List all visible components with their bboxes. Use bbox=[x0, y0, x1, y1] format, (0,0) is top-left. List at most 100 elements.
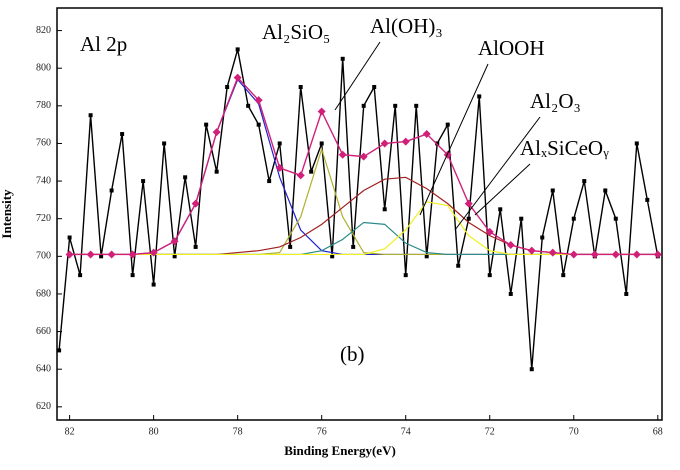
data-point bbox=[130, 273, 135, 278]
data-point bbox=[550, 188, 555, 193]
annotation: (b) bbox=[340, 342, 365, 366]
data-point bbox=[571, 216, 576, 221]
data-point bbox=[67, 235, 72, 240]
data-point bbox=[330, 254, 335, 259]
data-point bbox=[393, 103, 398, 108]
data-point bbox=[506, 241, 515, 250]
data-point bbox=[78, 273, 83, 278]
x-tick-label: 70 bbox=[569, 426, 579, 437]
data-point bbox=[632, 250, 641, 259]
series-line bbox=[69, 201, 658, 256]
y-tick-label: 680 bbox=[36, 288, 51, 299]
data-point bbox=[204, 122, 209, 127]
y-tick-label: 800 bbox=[36, 62, 51, 73]
data-point bbox=[172, 254, 177, 259]
y-tick-label: 760 bbox=[36, 138, 51, 149]
series-label: Al(OH)₃ bbox=[370, 14, 443, 38]
data-point bbox=[120, 132, 125, 137]
data-point bbox=[561, 273, 566, 278]
data-point bbox=[317, 107, 326, 116]
data-point bbox=[527, 246, 536, 255]
data-point bbox=[128, 250, 137, 259]
data-point bbox=[361, 103, 366, 108]
data-point bbox=[99, 254, 104, 259]
y-tick-label: 660 bbox=[36, 326, 51, 337]
y-tick-label: 780 bbox=[36, 100, 51, 111]
data-point bbox=[183, 175, 188, 180]
data-point bbox=[191, 199, 200, 208]
data-point bbox=[445, 122, 450, 127]
pointer-arrow bbox=[334, 41, 381, 111]
y-tick-label: 620 bbox=[36, 401, 51, 412]
x-axis-label: Binding Energy(eV) bbox=[284, 443, 396, 458]
plot-frame bbox=[56, 7, 663, 421]
data-point bbox=[653, 250, 662, 259]
data-point bbox=[57, 348, 62, 353]
data-point bbox=[225, 85, 230, 90]
data-point bbox=[193, 244, 198, 249]
pointer-arrow bbox=[454, 116, 541, 231]
data-point bbox=[422, 130, 431, 139]
series-label: AlₓSiCeOᵧ bbox=[520, 136, 609, 160]
x-tick-label: 82 bbox=[65, 426, 75, 437]
data-point bbox=[424, 254, 429, 259]
data-point bbox=[109, 188, 114, 193]
data-point bbox=[477, 94, 482, 99]
data-point bbox=[277, 141, 282, 146]
data-point bbox=[162, 141, 167, 146]
data-point bbox=[372, 85, 377, 90]
data-point bbox=[275, 163, 284, 172]
y-axis-label: Intensity bbox=[0, 189, 14, 239]
data-point bbox=[487, 273, 492, 278]
data-point bbox=[582, 179, 587, 184]
series-label: Al₂SiO₅ bbox=[262, 20, 330, 44]
data-point bbox=[65, 250, 74, 259]
data-point bbox=[548, 248, 557, 257]
data-point bbox=[267, 179, 272, 184]
data-point bbox=[319, 141, 324, 146]
data-point bbox=[141, 179, 146, 184]
data-point bbox=[464, 199, 473, 208]
data-point bbox=[359, 152, 368, 161]
data-point bbox=[170, 237, 179, 246]
data-point bbox=[149, 248, 158, 257]
data-point bbox=[107, 250, 116, 259]
data-point bbox=[382, 207, 387, 212]
data-point bbox=[634, 141, 639, 146]
series-line bbox=[58, 49, 659, 370]
data-point bbox=[254, 96, 263, 105]
data-point bbox=[338, 150, 347, 159]
data-point bbox=[233, 73, 242, 82]
y-tick-label: 700 bbox=[36, 251, 51, 262]
data-point bbox=[214, 169, 219, 174]
x-tick-label: 74 bbox=[401, 426, 411, 437]
y-tick-label: 720 bbox=[36, 213, 51, 224]
data-point bbox=[309, 169, 314, 174]
x-tick-label: 68 bbox=[653, 426, 663, 437]
data-point bbox=[519, 216, 524, 221]
data-point bbox=[288, 244, 293, 249]
data-point bbox=[456, 263, 461, 268]
annotation: Al 2p bbox=[80, 32, 127, 56]
data-point bbox=[256, 122, 261, 127]
data-point bbox=[212, 128, 221, 137]
data-point bbox=[508, 291, 513, 296]
data-point bbox=[645, 197, 650, 202]
x-tick-label: 78 bbox=[233, 426, 243, 437]
series-label: AlOOH bbox=[478, 36, 545, 60]
data-point bbox=[403, 273, 408, 278]
y-tick-label: 740 bbox=[36, 175, 51, 186]
x-tick-label: 80 bbox=[149, 426, 159, 437]
data-point bbox=[414, 103, 419, 108]
data-point bbox=[498, 207, 503, 212]
y-tick-label: 820 bbox=[36, 25, 51, 36]
data-point bbox=[485, 227, 494, 236]
data-point bbox=[86, 250, 95, 259]
data-point bbox=[340, 56, 345, 61]
data-point bbox=[466, 216, 471, 221]
data-point bbox=[88, 113, 93, 118]
pointer-arrow bbox=[474, 163, 531, 216]
data-point bbox=[246, 103, 251, 108]
data-point bbox=[569, 250, 578, 259]
